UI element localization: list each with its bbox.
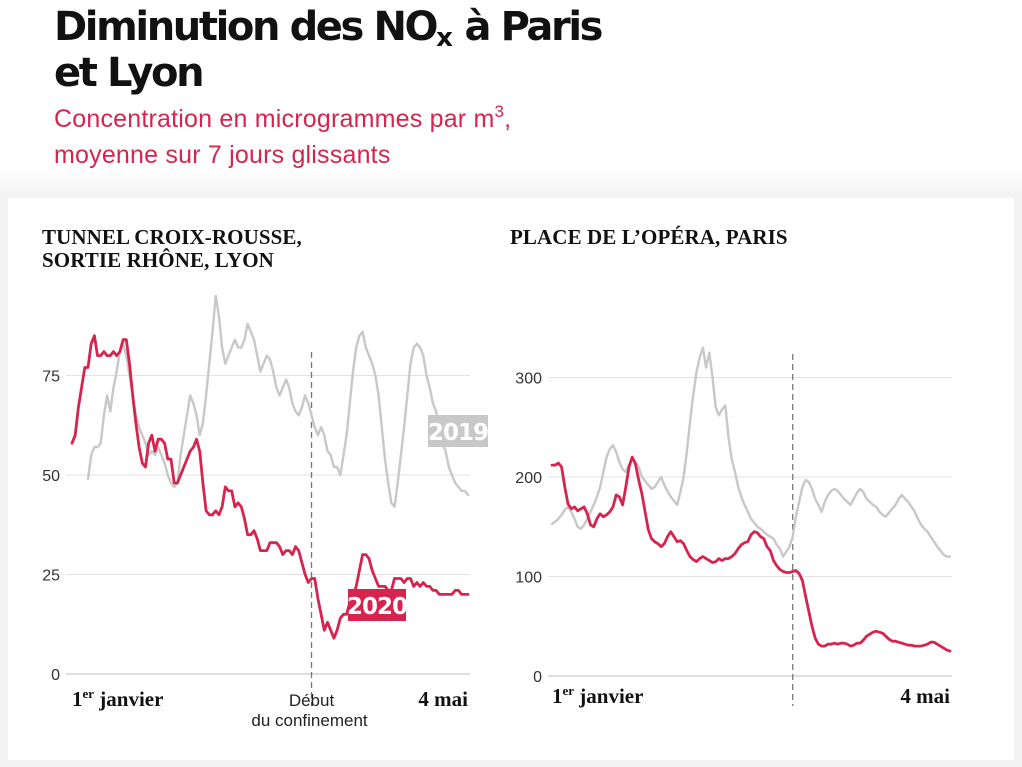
page-subtitle: Concentration en microgrammes par m3, mo… (54, 101, 511, 173)
paris-ytick-label: 300 (515, 371, 542, 388)
lyon-x-end-label: 4 mai (418, 687, 468, 711)
lyon-badge-2020 (348, 589, 406, 621)
subtitle-line1-post: , (504, 105, 512, 133)
lyon-series-label-2019: 2019 (428, 420, 488, 446)
lyon-title-line2: SORTIE RHÔNE, LYON (42, 248, 274, 272)
lyon-ytick-label: 75 (42, 369, 60, 386)
lyon-title-line1: TUNNEL CROIX-ROUSSE, (42, 225, 302, 249)
lyon-event-label-line2: du confinement (251, 711, 368, 730)
lyon-chart-title: TUNNEL CROIX-ROUSSE, SORTIE RHÔNE, LYON (42, 226, 302, 272)
subtitle-line2: moyenne sur 7 jours glissants (54, 141, 391, 169)
subtitle-line1-pre: Concentration en microgrammes par m (54, 105, 495, 133)
paris-series-2020-line (550, 455, 952, 653)
lyon-ytick-label: 50 (42, 468, 60, 485)
paris-ytick-label: 200 (515, 470, 542, 487)
lyon-series-2020-line (70, 334, 470, 640)
paris-chart-title: PLACE DE L’OPÉRA, PARIS (510, 226, 788, 249)
lyon-ytick-label: 25 (42, 568, 60, 585)
paris-ytick-label: 0 (533, 669, 542, 686)
page-title: Diminution des NOx à Paris et Lyon (54, 4, 603, 96)
lyon-badge-2019 (428, 415, 488, 447)
paris-chart: 0 100 200 300 1er janvier 4 mai (515, 346, 952, 708)
paris-title-line1: PLACE DE L’OPÉRA, PARIS (510, 225, 788, 249)
lyon-series-label-2020: 2020 (347, 594, 407, 620)
subtitle-superscript: 3 (494, 102, 505, 121)
title-line1: Diminution des NO (54, 4, 439, 50)
lyon-x-start-label: 1er janvier (72, 686, 163, 711)
lyon-series-2019-line (86, 294, 470, 508)
paris-x-start-label: 1er janvier (552, 683, 643, 708)
lyon-ytick-label: 0 (51, 667, 60, 684)
title-line1-end: à Paris (452, 4, 603, 50)
title-line2: et Lyon (54, 50, 205, 96)
title-subscript: x (436, 23, 453, 53)
paris-series-2019-line (550, 346, 952, 558)
lyon-event-label-line1: Début (289, 691, 335, 710)
paris-ytick-label: 100 (515, 570, 542, 587)
paris-x-end-label: 4 mai (900, 684, 950, 708)
charts-panel (8, 198, 1014, 760)
